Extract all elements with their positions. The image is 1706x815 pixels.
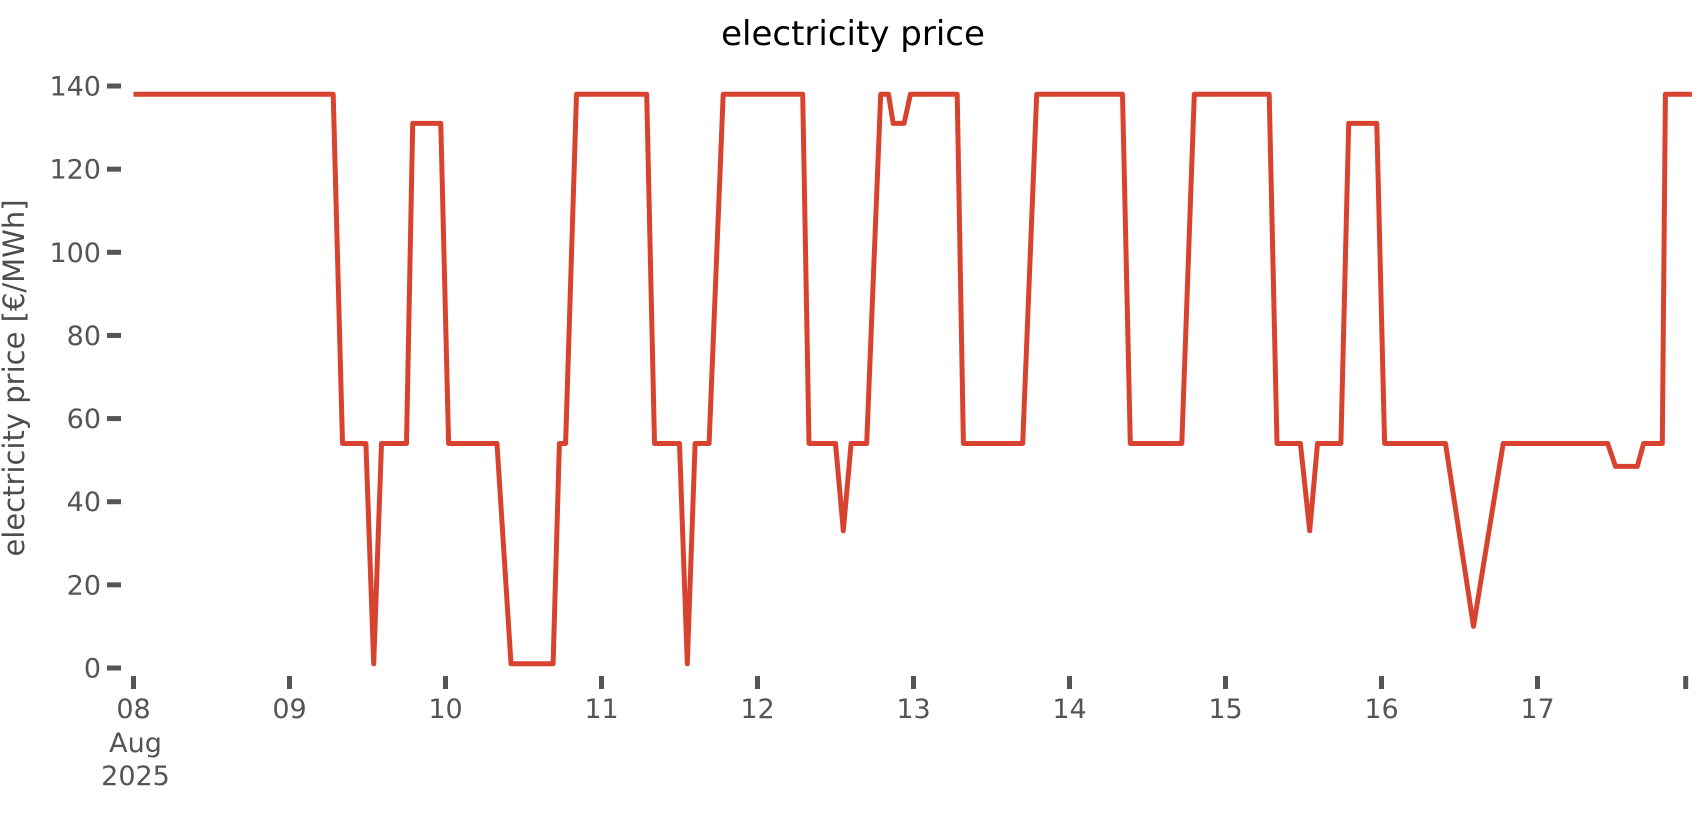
- x-tick-mark: [911, 676, 916, 689]
- x-tick-mark: [599, 676, 604, 689]
- chart-title: electricity price: [721, 14, 985, 54]
- x-tick-label: 17: [1520, 694, 1554, 725]
- x-tick-mark: [755, 676, 760, 689]
- x-tick-mark: [1223, 676, 1228, 689]
- y-tick-mark: [107, 499, 121, 505]
- y-tick-mark: [107, 249, 121, 255]
- x-tick-label: 13: [896, 694, 930, 725]
- x-tick-label: 10: [428, 694, 462, 725]
- y-tick-label: 140: [49, 72, 101, 103]
- x-tick-mark: [131, 676, 136, 689]
- y-tick-label: 120: [49, 155, 101, 186]
- y-tick-label: 80: [67, 321, 101, 352]
- y-tick-mark: [107, 166, 121, 172]
- x-tick-mark: [1379, 676, 1384, 689]
- y-tick-mark: [107, 332, 121, 338]
- y-tick-mark: [107, 582, 121, 588]
- y-tick-label: 40: [67, 487, 101, 518]
- x-tick-label: 08: [116, 694, 150, 725]
- x-tick-mark: [1683, 676, 1689, 689]
- y-tick-label: 60: [67, 404, 101, 435]
- x-tick-label: 09: [272, 694, 306, 725]
- x-tick-label: 16: [1364, 694, 1398, 725]
- y-tick-label: 0: [84, 654, 101, 685]
- y-tick-mark: [107, 665, 121, 671]
- x-tick-label: 14: [1052, 694, 1086, 725]
- x-tick-mark: [1535, 676, 1540, 689]
- x-tick-sublabel: 2025: [101, 761, 170, 792]
- price-line: [133, 91, 1692, 667]
- y-tick-mark: [107, 416, 121, 422]
- y-tick-label: 100: [49, 238, 101, 269]
- x-tick-sublabel: Aug: [109, 728, 162, 759]
- y-tick-mark: [107, 83, 121, 89]
- x-tick-label: 12: [740, 694, 774, 725]
- x-tick-mark: [1067, 676, 1072, 689]
- x-tick-label: 15: [1208, 694, 1242, 725]
- x-tick-label: 11: [584, 694, 618, 725]
- y-tick-label: 20: [67, 570, 101, 601]
- x-tick-mark: [287, 676, 292, 689]
- x-tick-mark: [443, 676, 448, 689]
